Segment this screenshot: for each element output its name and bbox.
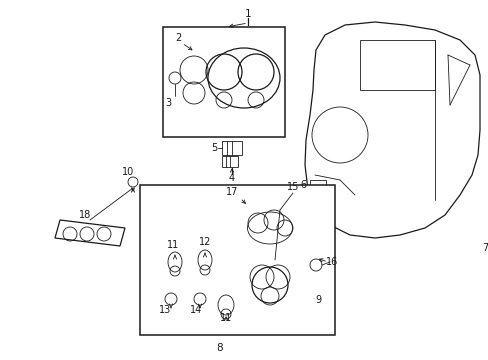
Text: 5: 5 [210, 143, 217, 153]
Text: 11: 11 [220, 313, 232, 323]
Bar [309, 180, 325, 190]
Text: 4: 4 [228, 173, 235, 183]
Bar [222, 156, 238, 167]
Text: 6: 6 [299, 180, 305, 190]
Text: 16: 16 [325, 257, 337, 267]
Bar [163, 27, 285, 137]
Text: 18: 18 [79, 210, 91, 220]
Bar [222, 141, 242, 155]
Text: 10: 10 [122, 167, 134, 177]
Bar [140, 185, 334, 335]
Text: 15: 15 [286, 182, 299, 192]
Text: 13: 13 [159, 305, 171, 315]
Text: 14: 14 [189, 305, 202, 315]
Text: 17: 17 [225, 187, 238, 197]
Text: 8: 8 [216, 343, 223, 353]
Text: 12: 12 [199, 237, 211, 247]
Text: 1: 1 [244, 9, 251, 19]
Text: 9: 9 [314, 295, 321, 305]
Text: 7: 7 [481, 243, 487, 253]
Text: 3: 3 [164, 98, 171, 108]
Bar [359, 40, 434, 90]
Text: 11: 11 [166, 240, 179, 250]
Text: 2: 2 [175, 33, 181, 43]
